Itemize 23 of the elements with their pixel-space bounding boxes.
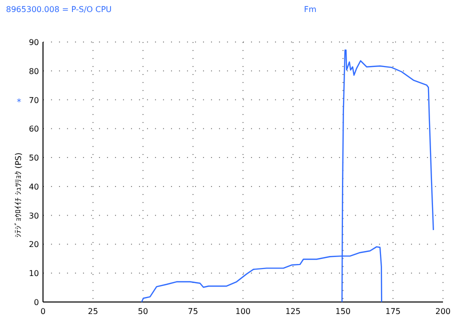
- x-tick-label: 50: [138, 307, 148, 316]
- x-tick-label: 150: [335, 307, 351, 316]
- x-tick-label: 100: [235, 307, 251, 316]
- y-tick-label: 70: [28, 96, 39, 105]
- x-tick-label: 175: [385, 307, 401, 316]
- y-tick-label: 50: [28, 154, 39, 163]
- y-tick-label: 60: [28, 124, 39, 134]
- y-tick-label: 0: [34, 298, 39, 307]
- chart-title: 8965300.008 = P-S/O CPU: [6, 5, 112, 14]
- y-tick-label: 40: [28, 182, 39, 192]
- y-tick-label: 10: [28, 269, 39, 278]
- y-tick-label: 80: [28, 66, 39, 76]
- x-tick-label: 25: [88, 307, 98, 316]
- y-tick-label: 30: [28, 211, 39, 220]
- y-tick-label: 90: [28, 38, 39, 47]
- text: *: [16, 98, 22, 108]
- x-tick-label: 200: [435, 307, 451, 316]
- x-tick-label: 75: [188, 307, 198, 316]
- x-tick-label: 125: [285, 307, 301, 316]
- text: Fm: [304, 5, 317, 14]
- y-tick-label: 20: [28, 240, 39, 250]
- x-tick-label: 0: [40, 307, 46, 316]
- y-axis-title: ｼﾃｼﾞｮｳﾛｲｲﾁ ｼｭﾂﾘｮｸ (PS): [14, 152, 23, 238]
